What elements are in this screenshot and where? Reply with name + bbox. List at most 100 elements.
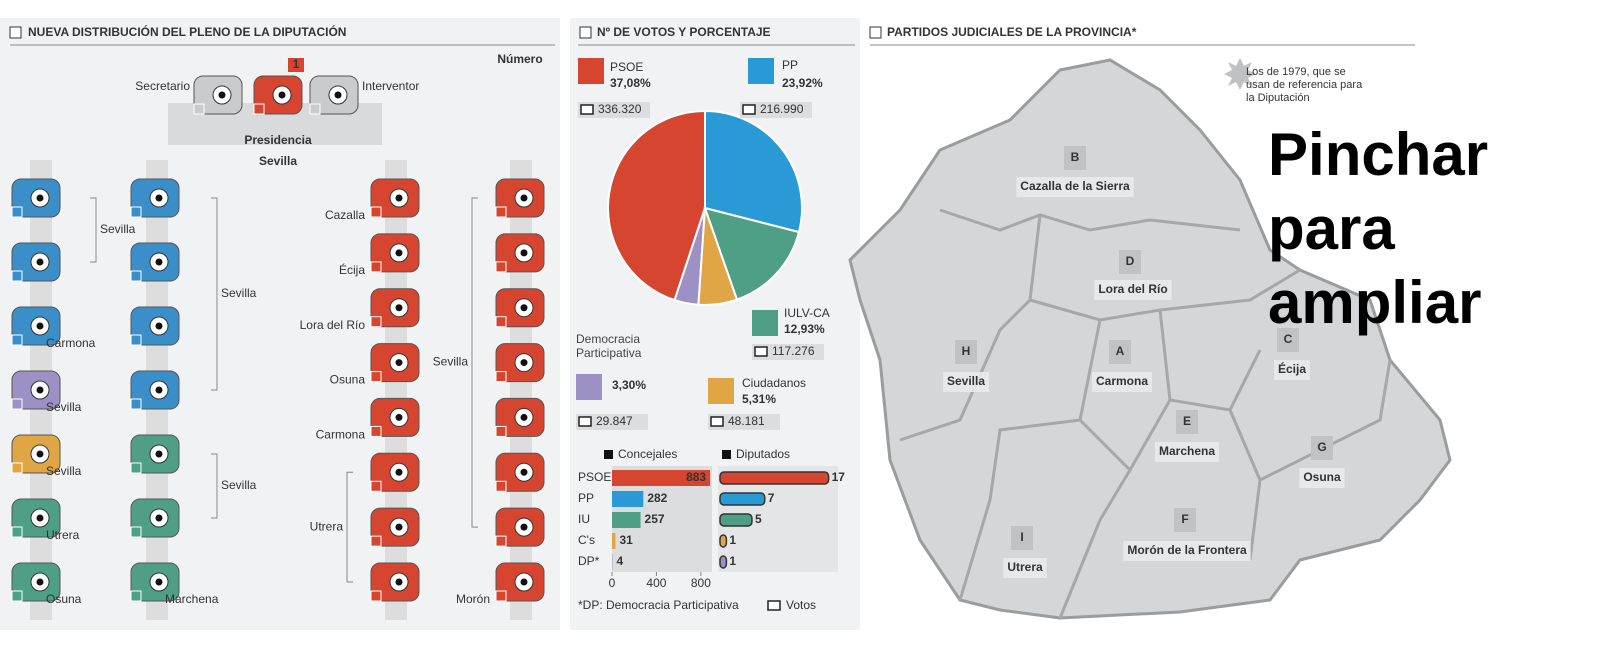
seat-badge (495, 480, 507, 492)
votes-box (752, 344, 824, 360)
seat-dot (395, 194, 403, 202)
checkbox (869, 26, 882, 39)
region-name: Lora del Río (1098, 282, 1167, 296)
seat-icon (370, 452, 420, 492)
seat-badge (130, 334, 142, 346)
seat-dot (395, 468, 403, 476)
envelope (710, 416, 724, 427)
value-label: 17 (832, 470, 846, 484)
party-name-box: Democracia Participativa (576, 332, 642, 360)
party-pct: 23,92% (782, 76, 823, 90)
value-label: 31 (619, 533, 633, 547)
value-label: 5 (755, 512, 762, 526)
seat-icon (253, 75, 303, 115)
party-votes: 29.847 (596, 414, 633, 428)
seat-dot (155, 258, 163, 266)
category-label: PSOE (578, 470, 611, 484)
seat-dot (395, 359, 403, 367)
party-icon (752, 310, 778, 336)
zoom-hint-text[interactable]: Pinchar para ampliar (1268, 121, 1489, 336)
seat-icon (130, 434, 180, 474)
seat-dot (36, 450, 44, 458)
party-name: Democracia Participativa (576, 332, 642, 360)
region-letter: D (1126, 254, 1135, 268)
category-label: IU (578, 512, 590, 526)
column-band (385, 160, 407, 620)
seat-icon (495, 233, 545, 273)
group-label: Morón (456, 592, 490, 606)
region-letter: E (1183, 414, 1191, 428)
group-label: Sevilla (100, 222, 136, 236)
category-label: PP (578, 491, 594, 505)
letter-box (1109, 340, 1131, 364)
group-label: Sevilla (46, 400, 82, 414)
seat-badge (11, 206, 23, 218)
seat-badge (130, 590, 142, 602)
group-label: Carmona (46, 336, 96, 350)
seat-icon (495, 562, 545, 602)
value-label: 1 (729, 554, 736, 568)
votes-title: Nº DE VOTOS Y PORCENTAJE (597, 25, 771, 39)
seat-icon (370, 507, 420, 547)
seat-icon (370, 397, 420, 437)
seat-icon (11, 178, 61, 218)
party-icon (576, 374, 602, 400)
seat-dot (155, 514, 163, 522)
bar (719, 555, 728, 569)
seat-badge (495, 261, 507, 273)
seat-icon (495, 452, 545, 492)
seat-dot (395, 578, 403, 586)
zoom-hint[interactable]: Pinchar para ampliar (1268, 118, 1588, 348)
legend-square (722, 450, 731, 459)
seat-icon (495, 178, 545, 218)
region-letter: C (1284, 332, 1293, 346)
region-letter: H (962, 344, 971, 358)
president-badge: 1 (293, 57, 300, 71)
region-borders (899, 208, 1392, 619)
bar (612, 512, 641, 528)
seat-dot (395, 523, 403, 531)
party-name: IULV-CA (784, 306, 830, 320)
category-label: C's (578, 533, 595, 547)
secretary-label: Secretario (135, 79, 190, 93)
seat-dot (334, 91, 342, 99)
seat-dot (155, 194, 163, 202)
seat-icon (370, 288, 420, 328)
votes-legend: Votos (786, 598, 816, 612)
letter-box (1176, 410, 1198, 434)
seats-title: NUEVA DISTRIBUCIÓN DEL PLENO DE LA DIPUT… (28, 24, 346, 39)
seat-dot (155, 322, 163, 330)
party-votes: 117.276 (772, 344, 815, 358)
seat-badge (11, 270, 23, 282)
seat-icon (370, 562, 420, 602)
checkbox (9, 26, 22, 39)
region-name-bg (1154, 442, 1220, 462)
seat-icon (370, 343, 420, 383)
seat-badge (495, 425, 507, 437)
letter-box (1119, 250, 1141, 274)
group-label: Sevilla (46, 464, 82, 478)
seat-badge (11, 526, 23, 538)
party-icon (578, 58, 604, 84)
group-label: Utrera (46, 528, 80, 542)
envelope (578, 416, 592, 427)
region-name: Cazalla de la Sierra (1020, 179, 1130, 193)
letter-box (1311, 436, 1333, 460)
letter-box (1174, 508, 1196, 532)
column-band (510, 160, 532, 620)
envelope (754, 346, 768, 357)
region-name: Morón de la Frontera (1127, 543, 1247, 557)
seat-dot (395, 413, 403, 421)
group-label: Marchena (165, 592, 219, 606)
category-label: DP* (578, 554, 600, 568)
seat-dot (155, 578, 163, 586)
seat-icon (130, 370, 180, 410)
seat-badge (495, 535, 507, 547)
asterisk-icon (1224, 58, 1256, 90)
seat-icon (11, 434, 61, 474)
group-label: Carmona (316, 428, 366, 442)
seat-badge (370, 371, 382, 383)
pie-slice (607, 109, 706, 302)
seat-icon (130, 178, 180, 218)
